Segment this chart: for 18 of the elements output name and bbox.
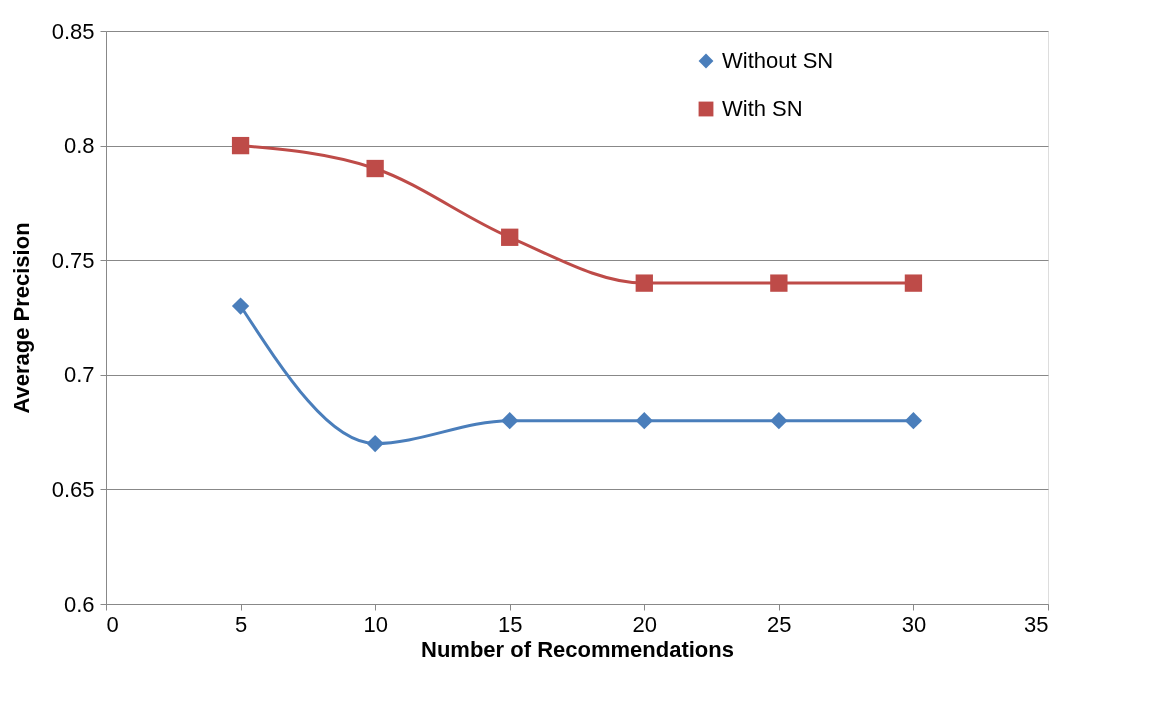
y-tick-label: 0.8 — [63, 133, 95, 159]
legend-label: Without SN — [722, 48, 834, 73]
y-tick-label: 0.65 — [51, 476, 95, 502]
y-axis-title: Average Precision — [8, 222, 34, 414]
x-tick-label: 30 — [901, 611, 927, 637]
legend-label: With SN — [722, 96, 803, 121]
x-tick-label: 35 — [1024, 611, 1049, 637]
y-tick-label: 0.6 — [63, 591, 95, 617]
x-tick-label: 20 — [632, 611, 658, 637]
y-tick-label: 0.85 — [51, 18, 95, 44]
x-axis-title: Number of Recommendations — [421, 636, 734, 662]
y-tick-label: 0.7 — [63, 362, 95, 388]
x-tick-label: 25 — [767, 611, 792, 637]
x-tick-label: 10 — [363, 611, 388, 637]
x-tick-label: 15 — [497, 611, 523, 637]
x-tick-label: 5 — [234, 611, 248, 637]
x-tick-label: 0 — [106, 611, 119, 637]
y-tick-label: 0.75 — [51, 247, 95, 273]
